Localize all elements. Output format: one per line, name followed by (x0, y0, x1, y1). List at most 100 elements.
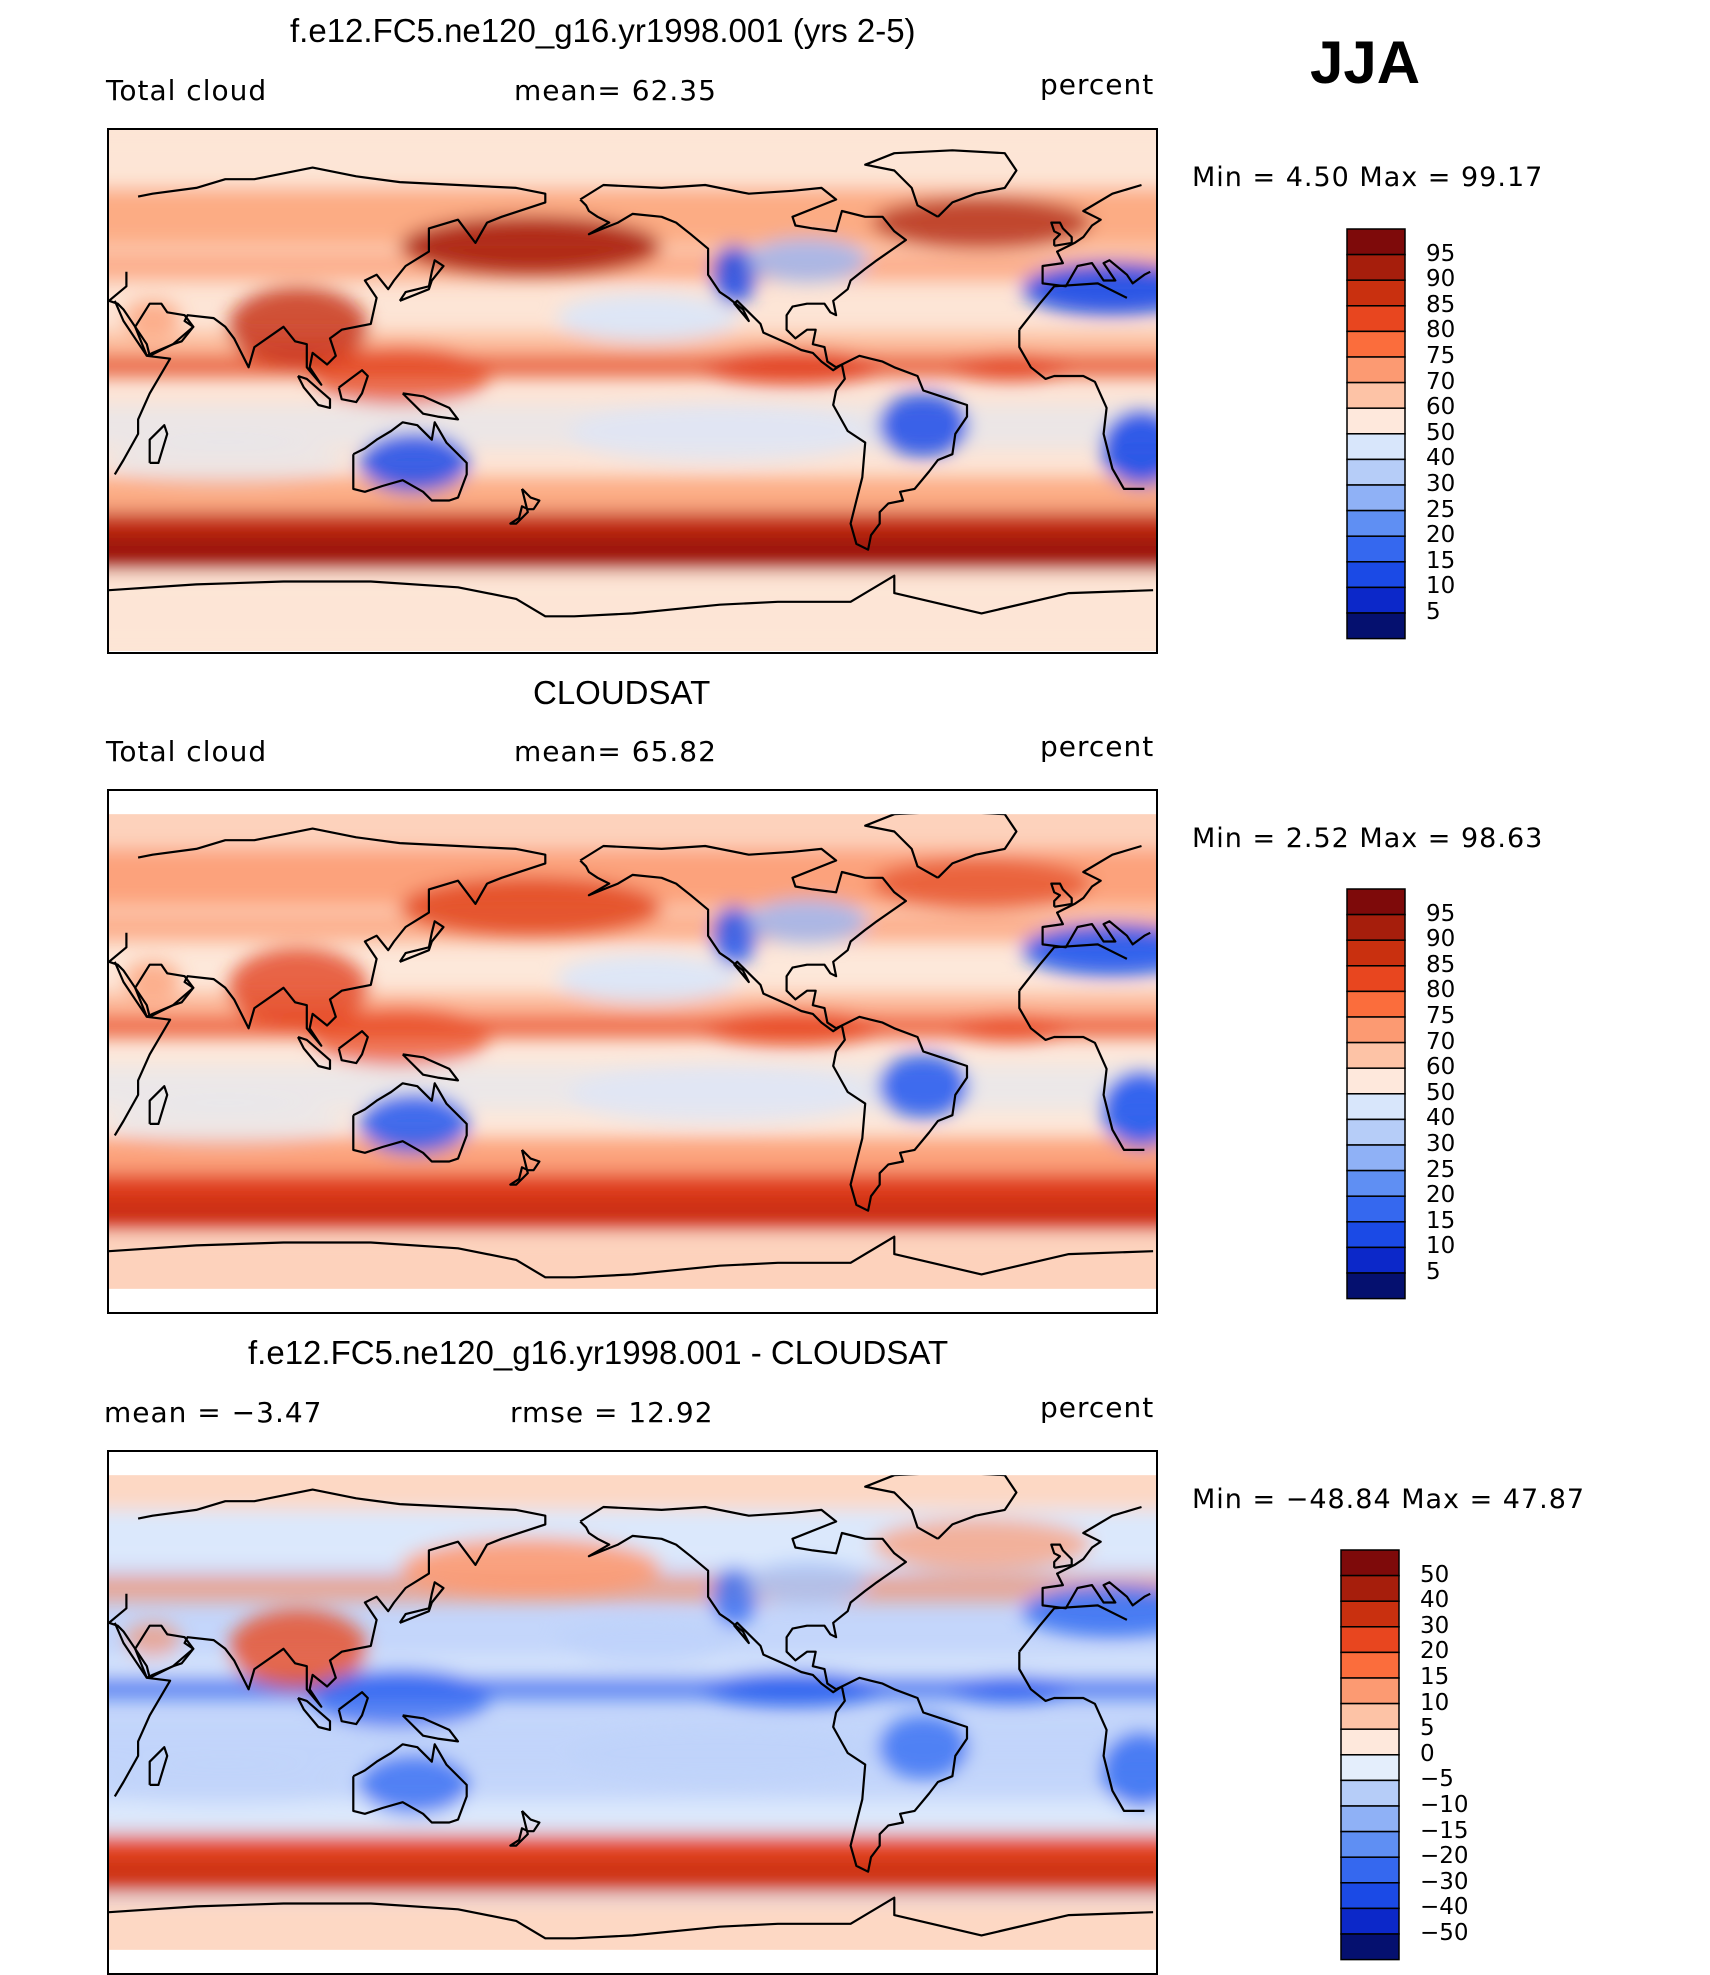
panel-mean-label: mean= 65.82 (514, 735, 717, 768)
colorbar-tick-label: 75 (1426, 1003, 1456, 1029)
colorbar-swatch (1346, 1272, 1406, 1300)
colorbar-tick-label: −20 (1420, 1843, 1469, 1870)
colorbar-swatches (1340, 1549, 1400, 1961)
colorbar-swatch (1346, 612, 1406, 640)
colorbar-swatch (1346, 1195, 1406, 1223)
colorbar-swatch (1340, 1933, 1400, 1961)
panel-units-label: percent (1040, 730, 1155, 763)
panel-title-diff: f.e12.FC5.ne120_g16.yr1998.001 - CLOUDSA… (248, 1334, 949, 1371)
colorbar-swatch (1346, 433, 1406, 461)
colorbar-swatch (1340, 1677, 1400, 1705)
colorbar-tick-label: 95 (1426, 240, 1456, 267)
map-obs-total-cloud (107, 789, 1158, 1314)
colorbar-tick-label: 20 (1420, 1638, 1450, 1665)
colorbar-swatch (1340, 1549, 1400, 1577)
colorbar-tick-label: 0 (1420, 1740, 1435, 1767)
colorbar-tick-label: 30 (1420, 1612, 1450, 1639)
colorbar-swatch (1346, 381, 1406, 409)
colorbar-tick-label: 20 (1426, 1182, 1456, 1209)
colorbar-tick-label: 25 (1426, 1156, 1456, 1183)
colorbar-swatch (1340, 1574, 1400, 1602)
colorbar-swatch (1340, 1702, 1400, 1730)
panel-left-label: Total cloud (106, 735, 268, 768)
panel-left-label: Total cloud (106, 74, 268, 107)
colorbar-swatch (1346, 888, 1406, 916)
colorbar-tick-label: 15 (1426, 1207, 1456, 1234)
colorbar-swatches (1346, 228, 1406, 640)
colorbar-swatches (1346, 888, 1406, 1300)
colorbar-swatch (1340, 1754, 1400, 1782)
panel-units-label: percent (1040, 1391, 1155, 1424)
colorbar-tick-label: −30 (1420, 1868, 1469, 1895)
colorbar-swatch (1346, 1041, 1406, 1069)
colorbar-tick-label: 20 (1426, 522, 1456, 549)
colorbar-tick-label: 85 (1426, 291, 1456, 318)
colorbar-tick-label: 60 (1426, 1054, 1456, 1081)
colorbar-tick-label: 25 (1426, 496, 1456, 523)
colorbar-tick-label: 80 (1426, 977, 1456, 1004)
colorbar-tick-label: −5 (1420, 1766, 1454, 1793)
colorbar-tick-label: 90 (1426, 926, 1456, 953)
colorbar-swatch (1340, 1805, 1400, 1833)
colorbar-swatch (1340, 1856, 1400, 1884)
colorbar-swatch (1346, 279, 1406, 307)
colorbar-tick-label: 80 (1426, 317, 1456, 344)
colorbar-tick-label: −40 (1420, 1894, 1469, 1921)
colorbar-swatch (1346, 228, 1406, 256)
colorbar-swatch (1346, 990, 1406, 1018)
colorbar-swatch (1346, 1016, 1406, 1044)
colorbar-swatch (1346, 965, 1406, 993)
panel-units-label: percent (1040, 68, 1155, 101)
colorbar-tick-label: 30 (1426, 1131, 1456, 1157)
colorbar-swatch (1346, 509, 1406, 537)
colorbar-difference: 50 40 30 20 15 10 5 0 −5 −10 −15 −20 −30 −40 −50 (1340, 1549, 1469, 1968)
colorbar-swatch (1346, 535, 1406, 563)
colorbar-swatch (1346, 913, 1406, 941)
colorbar-swatch (1340, 1600, 1400, 1628)
colorbar-swatch (1346, 1118, 1406, 1146)
colorbar-tick-label: 75 (1426, 343, 1456, 369)
colorbar-tick-label: 50 (1420, 1561, 1450, 1588)
colorbar-tick-label: 70 (1426, 1028, 1456, 1055)
colorbar-swatch (1340, 1907, 1400, 1935)
minmax-label: Min = −48.84 Max = 47.87 (1192, 1484, 1586, 1515)
colorbar-tick-label: 10 (1420, 1689, 1450, 1716)
colorbar-swatch (1346, 305, 1406, 333)
colorbar-tick-label: 30 (1426, 471, 1456, 497)
colorbar-cloud-obs: 95 90 85 80 75 70 60 50 40 30 25 20 15 10 5 (1346, 888, 1455, 1307)
colorbar-swatch (1340, 1830, 1400, 1858)
colorbar-tick-label: 15 (1420, 1664, 1450, 1690)
colorbar-swatch (1340, 1882, 1400, 1910)
colorbar-swatch (1346, 586, 1406, 614)
colorbar-swatch (1346, 1067, 1406, 1095)
map-model-total-cloud (107, 128, 1158, 654)
colorbar-swatch (1346, 1169, 1406, 1197)
colorbar-swatch (1346, 330, 1406, 358)
map-canvas (109, 1452, 1156, 1973)
map-canvas (109, 130, 1156, 651)
minmax-label: Min = 4.50 Max = 99.17 (1192, 162, 1544, 193)
colorbar-tick-label: 60 (1426, 394, 1456, 421)
colorbar-tick-label: 15 (1426, 547, 1456, 574)
colorbar-tick-label: −50 (1420, 1920, 1469, 1946)
panel-rmse-label: rmse = 12.92 (510, 1396, 714, 1429)
panel-title-obs: CLOUDSAT (533, 674, 711, 711)
colorbar-tick-label: 5 (1426, 1259, 1441, 1285)
colorbar-swatch (1346, 1093, 1406, 1121)
colorbar-tick-label: 90 (1426, 266, 1456, 293)
colorbar-tick-label: 70 (1426, 368, 1456, 395)
minmax-label: Min = 2.52 Max = 98.63 (1192, 823, 1544, 854)
colorbar-swatch (1346, 458, 1406, 486)
colorbar-swatch (1346, 1144, 1406, 1172)
colorbar-swatch (1340, 1651, 1400, 1679)
map-canvas (109, 791, 1156, 1312)
colorbar-cloud-model: 95 90 85 80 75 70 60 50 40 30 25 20 15 10 5 (1346, 228, 1455, 647)
colorbar-tick-label: −10 (1420, 1792, 1469, 1818)
map-difference (107, 1450, 1158, 1975)
colorbar-tick-label: −15 (1420, 1817, 1469, 1844)
season-label: JJA (1310, 29, 1421, 96)
colorbar-swatch (1340, 1728, 1400, 1756)
colorbar-tick-label: 5 (1420, 1715, 1435, 1742)
colorbar-swatch (1340, 1626, 1400, 1654)
panel-title-model: f.e12.FC5.ne120_g16.yr1998.001 (yrs 2-5) (290, 12, 916, 49)
